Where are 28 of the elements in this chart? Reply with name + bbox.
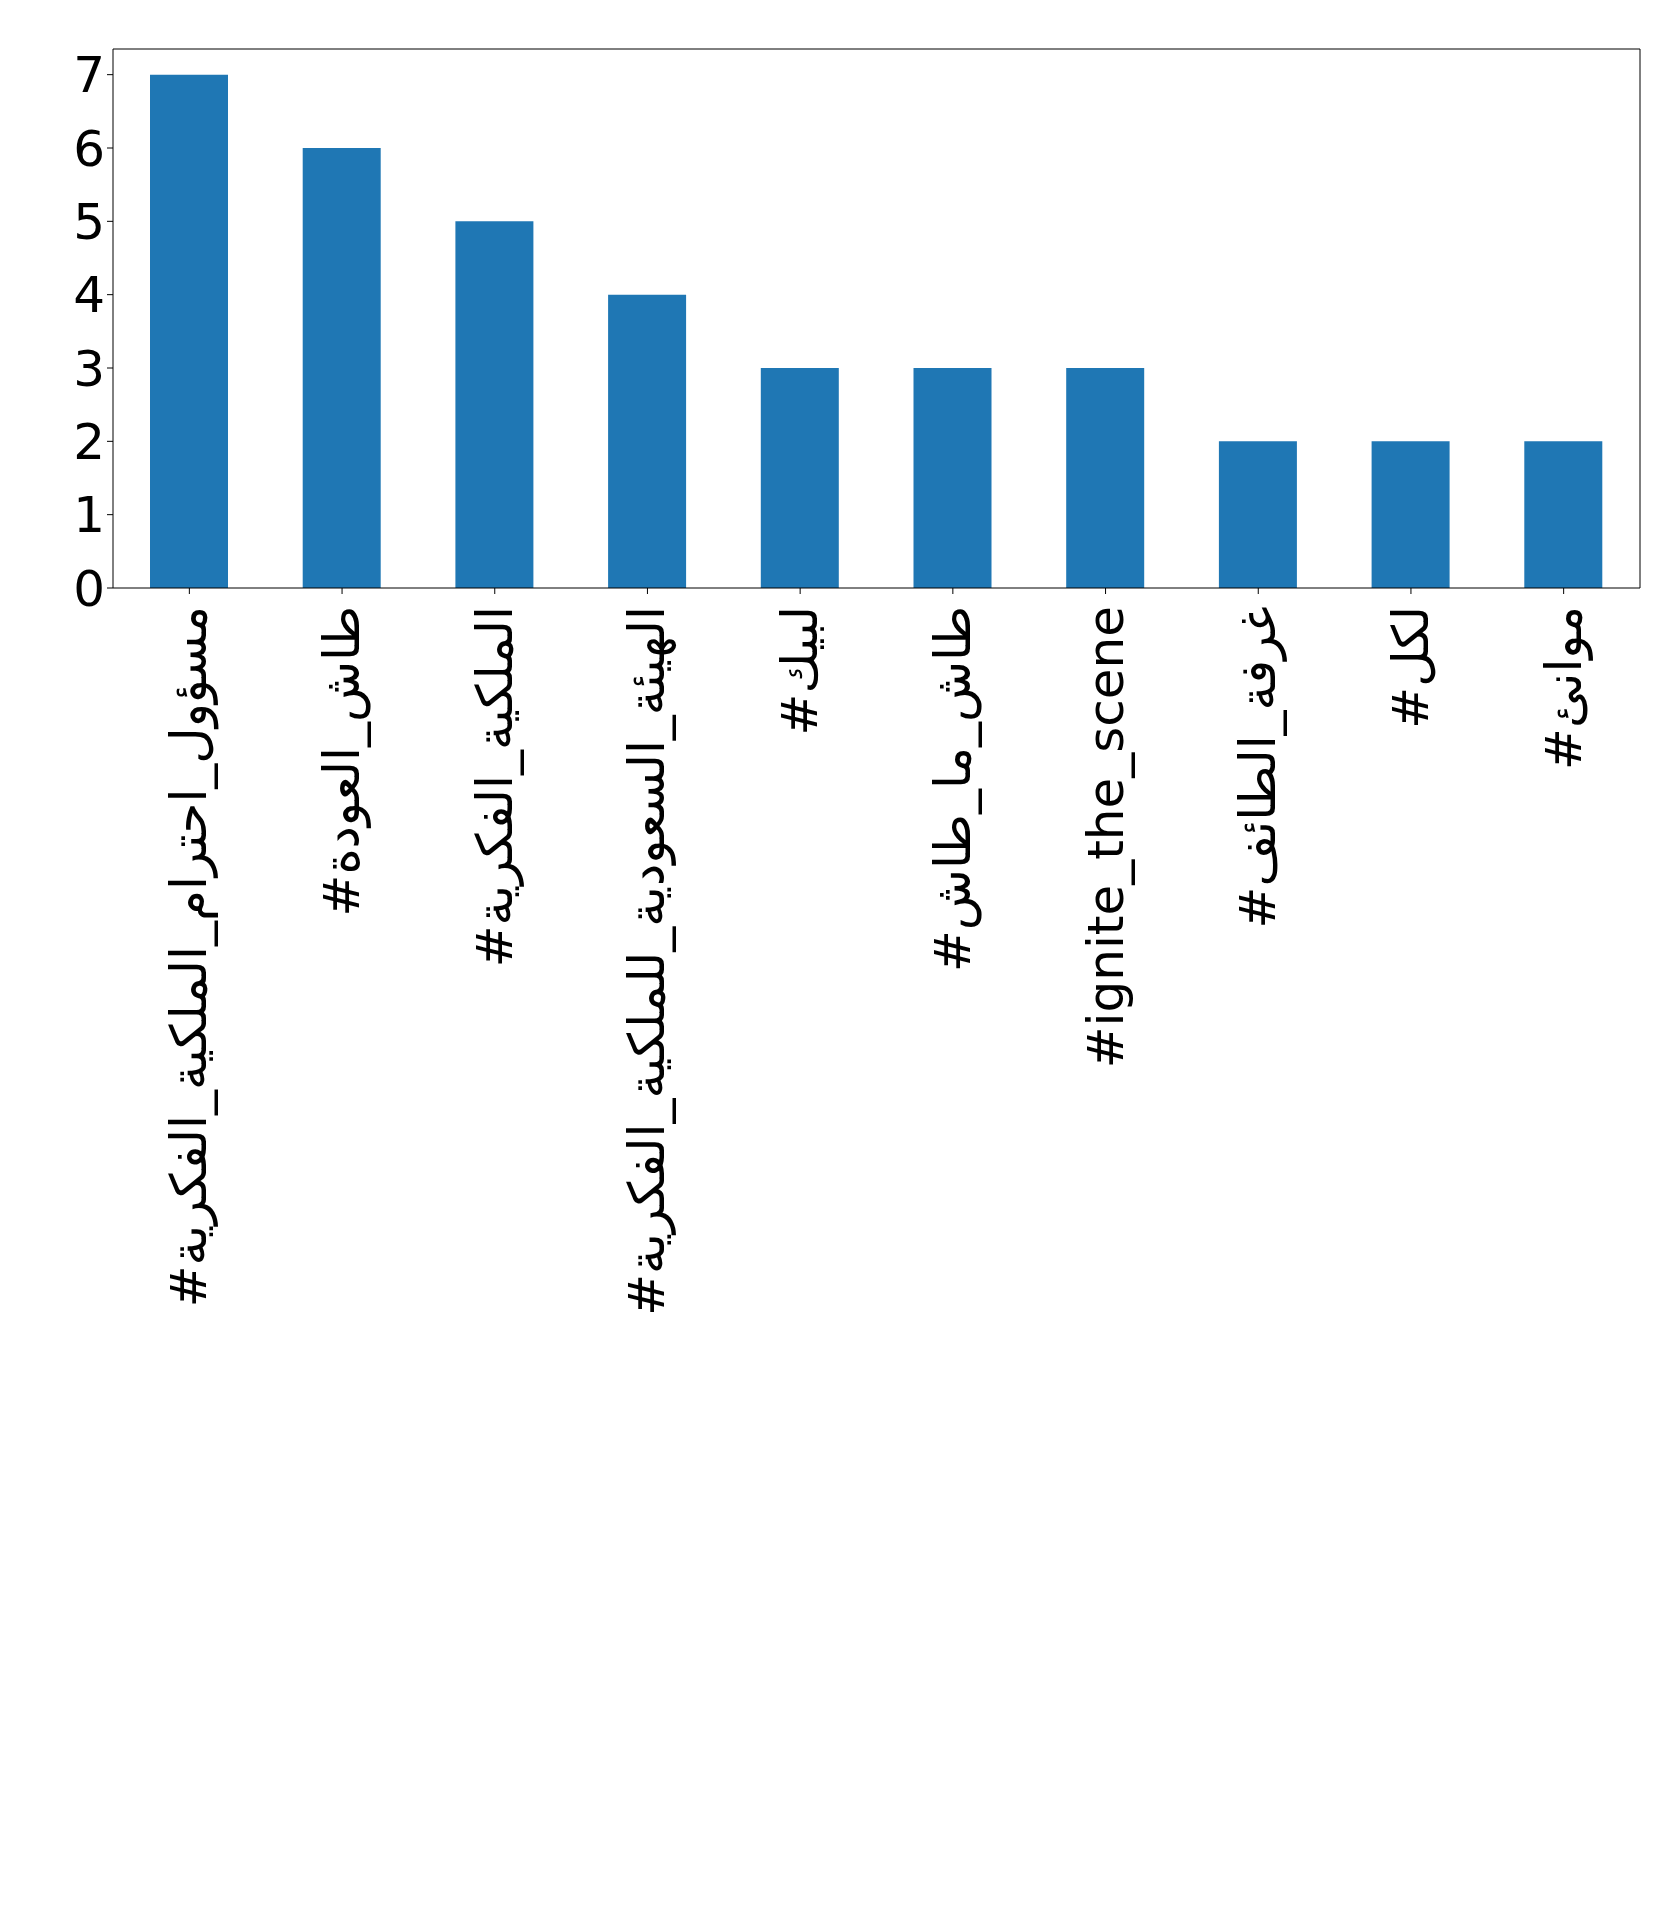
- bar: [1524, 441, 1603, 588]
- bar: [760, 368, 839, 588]
- y-tick-label: 5: [73, 193, 105, 252]
- bar: [1218, 441, 1297, 588]
- y-tick-label: 4: [73, 266, 105, 325]
- x-tick-label: #طاش_ما_طاش: [923, 606, 982, 973]
- x-tick-label: #مسؤول_احترام_الملكية_الفكرية: [160, 606, 220, 1308]
- bar: [1371, 441, 1450, 588]
- bar: [913, 368, 992, 588]
- x-tick-label: #لكل: [1381, 606, 1440, 729]
- y-tick-label: 7: [73, 46, 105, 105]
- y-tick-label: 3: [73, 339, 105, 398]
- x-tick-label: #موانئ: [1534, 606, 1593, 771]
- bar: [150, 74, 228, 588]
- bar: [608, 294, 687, 588]
- bar: [1066, 368, 1145, 588]
- x-tick-label: #الملكية_الفكرية: [465, 606, 524, 968]
- y-tick-label: 0: [73, 559, 105, 618]
- bar: [302, 148, 381, 588]
- x-tick-label: #غرفة_الطائف: [1229, 606, 1288, 929]
- x-tick-label: #طاش_العودة: [313, 606, 372, 917]
- y-tick-label: 6: [73, 119, 105, 178]
- y-tick-label: 2: [73, 413, 105, 472]
- x-tick-label: #ignite_the_scene: [1076, 606, 1135, 1069]
- bar: [455, 221, 534, 588]
- y-tick-label: 1: [73, 486, 105, 545]
- x-tick-label: #الهيئة_السعودية_للملكية_الفكرية: [618, 606, 678, 1316]
- x-tick-label: #لبيك: [771, 606, 830, 736]
